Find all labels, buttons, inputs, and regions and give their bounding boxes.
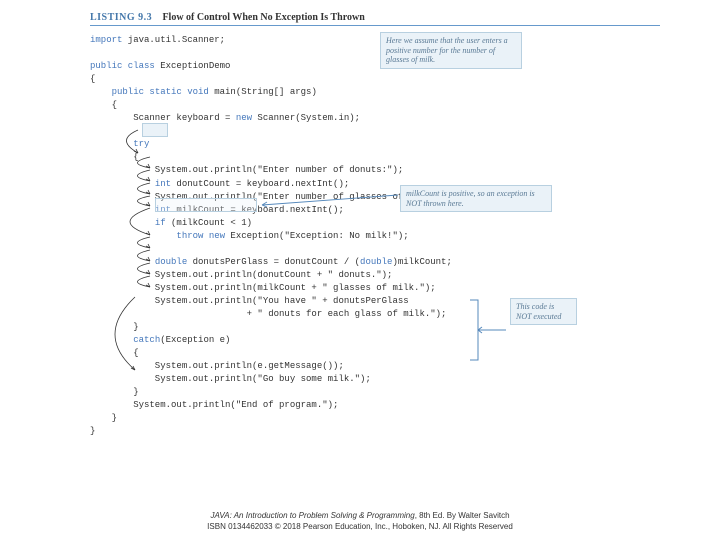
kw-catch: catch <box>133 335 160 345</box>
code-text: System.out.println("You have " + donutsP… <box>90 296 409 306</box>
code-text <box>90 231 176 241</box>
kw-method: public static void <box>112 87 209 97</box>
code-text: } <box>90 322 139 332</box>
code-text <box>90 257 155 267</box>
code-listing: import java.util.Scanner; public class E… <box>90 34 660 438</box>
code-text: + " donuts for each glass of milk."); <box>90 309 446 319</box>
code-text: Scanner keyboard = <box>90 113 236 123</box>
code-text: donutsPerGlass = donutCount / ( <box>187 257 360 267</box>
listing-title: Flow of Control When No Exception Is Thr… <box>162 12 364 23</box>
code-text: System.out.println(milkCount + " glasses… <box>90 283 436 293</box>
code-text: } <box>90 426 95 436</box>
code-text: { <box>90 152 139 162</box>
footer-title: JAVA: An Introduction to Problem Solving… <box>210 511 414 520</box>
kw-try: try <box>133 139 149 149</box>
kw-throw: throw new <box>176 231 225 241</box>
code-text <box>90 139 133 149</box>
code-text: { <box>90 74 95 84</box>
listing-header: LISTING 9.3 Flow of Control When No Exce… <box>90 12 660 26</box>
code-text: System.out.println("Go buy some milk."); <box>90 374 371 384</box>
code-text: (Exception e) <box>160 335 230 345</box>
footer-edition: , 8th Ed. By Walter Savitch <box>415 511 510 520</box>
annotation-assume: Here we assume that the user enters a po… <box>380 32 522 69</box>
code-text: } <box>90 387 139 397</box>
code-text <box>90 179 155 189</box>
code-text: System.out.println(e.getMessage()); <box>90 361 344 371</box>
kw-if: if <box>155 218 166 228</box>
kw-int: int <box>155 205 171 215</box>
code-text <box>90 335 133 345</box>
annotation-positive: milkCount is positive, so an exception i… <box>400 185 552 212</box>
code-text: main(String[] args) <box>209 87 317 97</box>
code-text: )milkCount; <box>392 257 451 267</box>
kw-class: public class <box>90 61 155 71</box>
code-text: System.out.println(donutCount + " donuts… <box>90 270 392 280</box>
code-text: donutCount = keyboard.nextInt(); <box>171 179 349 189</box>
annotation-notexec: This code is NOT executed <box>510 298 577 325</box>
kw-double: double <box>155 257 187 267</box>
code-text <box>90 205 155 215</box>
code-text: (milkCount < 1) <box>166 218 252 228</box>
kw-new: new <box>236 113 252 123</box>
code-text <box>90 87 112 97</box>
listing-label: LISTING 9.3 <box>90 12 152 23</box>
code-text: { <box>90 100 117 110</box>
code-text: System.out.println("Enter number of glas… <box>90 192 452 202</box>
code-text: java.util.Scanner; <box>122 35 225 45</box>
kw-int: int <box>155 179 171 189</box>
code-text: ExceptionDemo <box>155 61 231 71</box>
code-text: System.out.println("Enter number of donu… <box>90 165 403 175</box>
footer-isbn: ISBN 0134462033 © 2018 Pearson Education… <box>207 522 513 531</box>
code-text: { <box>90 348 139 358</box>
code-text: System.out.println("End of program."); <box>90 400 338 410</box>
code-text <box>90 218 155 228</box>
footer: JAVA: An Introduction to Problem Solving… <box>0 511 720 532</box>
kw-import: import <box>90 35 122 45</box>
code-text: } <box>90 413 117 423</box>
kw-double: double <box>360 257 392 267</box>
page-container: LISTING 9.3 Flow of Control When No Exce… <box>0 0 720 438</box>
code-text: milkCount = keyboard.nextInt(); <box>171 205 344 215</box>
code-text: Exception("Exception: No milk!"); <box>225 231 409 241</box>
code-text: Scanner(System.in); <box>252 113 360 123</box>
